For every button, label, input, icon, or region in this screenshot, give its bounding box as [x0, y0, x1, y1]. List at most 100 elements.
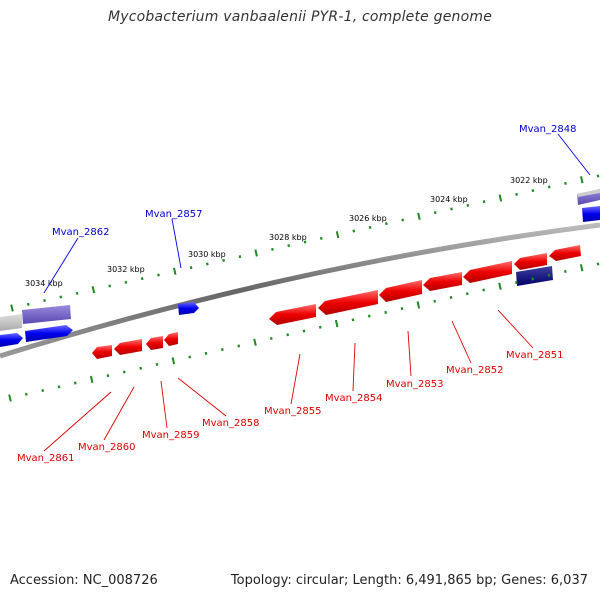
minor-tick — [433, 211, 437, 215]
minor-tick — [385, 222, 388, 226]
major-tick — [89, 375, 94, 384]
gene-label-reverse[interactable]: Mvan_2855 — [264, 406, 321, 417]
reverse-gene — [549, 245, 581, 261]
reverse-gene — [514, 253, 547, 270]
outer-scale-ticks — [10, 174, 600, 312]
minor-tick — [318, 325, 322, 329]
forward-gene — [582, 206, 600, 222]
forward-gene — [25, 325, 73, 342]
inner-scale-ticks — [8, 262, 600, 402]
gene-label-forward[interactable]: Mvan_2848 — [519, 124, 576, 135]
genome-summary: Topology: circular; Length: 6,491,865 bp… — [230, 573, 588, 588]
scale-label: 3026 kbp — [349, 214, 387, 223]
minor-tick — [563, 269, 567, 273]
reverse-gene — [423, 272, 462, 291]
minor-tick — [449, 295, 453, 300]
forward-gene-partial-grey — [577, 189, 600, 197]
minor-tick — [319, 236, 323, 240]
reverse-gene — [269, 304, 316, 325]
gene-label-reverse[interactable]: Mvan_2852 — [446, 365, 503, 376]
reverse-gene — [379, 280, 422, 302]
gene-label-reverse[interactable]: Mvan_2861 — [17, 453, 74, 464]
minor-tick — [482, 288, 486, 292]
gene-label-forward[interactable]: Mvan_2857 — [145, 209, 202, 220]
major-tick — [173, 267, 177, 275]
gene-partial-lavender — [22, 305, 71, 324]
minor-tick — [400, 307, 404, 311]
label-leader-line — [171, 218, 182, 269]
minor-tick — [122, 370, 126, 374]
reverse-gene-dark — [516, 266, 553, 286]
minor-tick — [108, 284, 112, 288]
minor-tick — [352, 229, 356, 233]
label-leader-line — [177, 377, 227, 417]
minor-tick — [367, 314, 371, 318]
major-tick — [498, 194, 503, 202]
forward-gene — [178, 302, 199, 315]
minor-tick — [514, 281, 518, 285]
minor-tick — [547, 273, 551, 277]
label-leader-line — [290, 353, 301, 405]
gene-label-reverse[interactable]: Mvan_2851 — [506, 350, 563, 361]
minor-tick — [433, 299, 437, 303]
major-tick — [579, 264, 584, 272]
minor-tick — [351, 318, 355, 322]
minor-tick — [205, 262, 209, 266]
major-tick — [8, 394, 12, 402]
label-leader-line — [160, 380, 168, 429]
gene-label-reverse[interactable]: Mvan_2859 — [142, 430, 199, 441]
minor-tick — [189, 266, 193, 270]
minor-tick — [269, 336, 273, 340]
minor-tick — [286, 333, 290, 337]
minor-tick — [73, 381, 77, 385]
label-leader-line — [451, 320, 472, 364]
reverse-gene — [146, 336, 163, 350]
minor-tick — [466, 203, 470, 207]
minor-tick — [59, 295, 63, 299]
minor-tick — [531, 189, 535, 193]
minor-tick — [220, 348, 224, 352]
gene-label-reverse[interactable]: Mvan_2854 — [325, 393, 382, 404]
minor-tick — [237, 344, 241, 348]
minor-tick — [139, 366, 143, 370]
minor-tick — [450, 207, 453, 211]
minor-tick — [204, 351, 208, 355]
scale-label: 3024 kbp — [430, 195, 468, 204]
gene-label-reverse[interactable]: Mvan_2860 — [78, 442, 135, 453]
gene-label-forward[interactable]: Mvan_2862 — [52, 227, 109, 238]
gene-label-reverse[interactable]: Mvan_2858 — [202, 418, 259, 429]
reverse-gene — [463, 261, 512, 283]
minor-tick — [124, 280, 128, 284]
reverse-gene — [164, 332, 178, 346]
reverse-gene — [92, 345, 112, 359]
forward-gene — [0, 333, 23, 347]
reverse-gene — [318, 290, 378, 315]
label-leader-line — [43, 391, 112, 452]
minor-tick — [140, 277, 144, 281]
minor-tick — [157, 273, 160, 277]
scale-label: 3030 kbp — [188, 250, 226, 259]
major-tick — [335, 231, 340, 239]
minor-tick — [384, 310, 388, 314]
genome-title: Mycobacterium vanbaalenii PYR-1, complet… — [107, 9, 493, 25]
gene-label-reverse[interactable]: Mvan_2853 — [386, 379, 443, 390]
major-tick — [580, 176, 584, 184]
minor-tick — [303, 240, 307, 244]
genome-backbone — [0, 222, 600, 359]
label-leader-line — [497, 309, 534, 349]
minor-tick — [401, 218, 405, 222]
major-tick — [334, 319, 339, 328]
label-leader-line — [352, 342, 356, 392]
minor-tick — [222, 258, 225, 262]
major-tick — [253, 338, 257, 346]
minor-tick — [238, 255, 242, 259]
minor-tick — [43, 299, 46, 303]
label-leader-line — [557, 133, 591, 176]
minor-tick — [531, 277, 535, 281]
label-leader-line — [103, 386, 135, 441]
major-tick — [416, 301, 421, 309]
accession-label: Accession: NC_008726 — [10, 573, 158, 588]
scale-label: 3022 kbp — [510, 176, 548, 185]
